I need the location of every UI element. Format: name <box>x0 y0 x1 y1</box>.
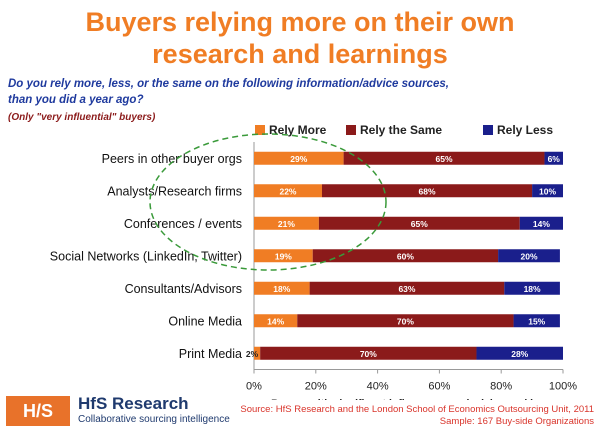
source-note: Source: HfS Research and the London Scho… <box>240 404 594 428</box>
survey-question-line2: than you did a year ago? <box>8 94 144 106</box>
category-label: Print Media <box>179 347 242 361</box>
category-label: Social Networks (LinkedIn, Twitter) <box>50 249 242 263</box>
x-tick-label: 80% <box>490 381 512 393</box>
bar-segment <box>519 216 563 230</box>
chart-title-line1: Buyers relying more on their own <box>85 7 515 37</box>
legend-label: Rely the Same <box>360 123 442 137</box>
bar-segment <box>544 151 563 165</box>
data-label: 60% <box>397 251 414 261</box>
data-label: 20% <box>521 251 538 261</box>
bar-segment <box>513 314 560 328</box>
bar-segment <box>260 346 477 360</box>
data-label: 65% <box>411 219 428 229</box>
category-label: Peers in other buyer orgs <box>102 152 242 166</box>
data-label: 10% <box>539 186 556 196</box>
data-label: 15% <box>528 316 545 326</box>
x-tick-label: 20% <box>305 381 327 393</box>
data-label: 2% <box>246 349 259 359</box>
category-label: Consultants/Advisors <box>125 282 242 296</box>
category-label: Conferences / events <box>124 217 242 231</box>
bar-segment <box>254 216 319 230</box>
legend-swatch <box>483 125 493 135</box>
category-label: Analysts/Research firms <box>107 184 242 198</box>
data-label: 28% <box>511 349 528 359</box>
data-label: 14% <box>533 219 550 229</box>
data-label: 70% <box>397 316 414 326</box>
data-label: 29% <box>290 154 307 164</box>
x-tick-label: 40% <box>367 381 389 393</box>
bar-segment <box>254 346 261 360</box>
x-axis-label: Buyers with significant influence over d… <box>271 398 546 401</box>
bar-segment <box>254 249 313 263</box>
data-label: 18% <box>273 284 290 294</box>
legend-swatch <box>346 125 356 135</box>
legend-label: Rely Less <box>497 123 553 137</box>
bar-segment <box>318 216 520 230</box>
data-label: 70% <box>360 349 377 359</box>
survey-question: Do you rely more, less, or the same on t… <box>8 76 488 108</box>
x-tick-label: 60% <box>428 381 450 393</box>
sample-line: Sample: 167 Buy-side Organizations <box>439 416 594 427</box>
bar-segment <box>343 151 545 165</box>
source-line: Source: HfS Research and the London Scho… <box>240 404 594 415</box>
chart-title-line2: research and learnings <box>152 39 448 69</box>
brand-name: HfS Research <box>78 394 189 413</box>
bar-segment <box>321 184 533 198</box>
data-label: 22% <box>279 186 296 196</box>
bar-segment <box>476 346 563 360</box>
bar-segment <box>498 249 560 263</box>
sample-note: (Only "very influential" buyers) <box>8 112 156 123</box>
bar-segment <box>312 249 499 263</box>
brand-tagline: Collaborative sourcing intelligence <box>78 414 230 425</box>
data-label: 14% <box>267 316 284 326</box>
bar-segment <box>254 281 310 295</box>
bar-segment <box>254 151 344 165</box>
legend-swatch <box>255 125 265 135</box>
data-label: 65% <box>436 154 453 164</box>
x-tick-label: 100% <box>549 381 577 393</box>
data-label: 6% <box>548 154 561 164</box>
x-tick-label: 0% <box>246 381 262 393</box>
bar-segment <box>532 184 563 198</box>
bar-segment <box>254 314 298 328</box>
survey-question-line1: Do you rely more, less, or the same on t… <box>8 78 449 90</box>
data-label: 19% <box>275 251 292 261</box>
bar-segment <box>309 281 505 295</box>
legend-label: Rely More <box>269 123 327 137</box>
bar-segment <box>254 184 322 198</box>
hfs-logo: H/S <box>6 396 70 426</box>
data-label: 21% <box>278 219 295 229</box>
bar-segment <box>297 314 514 328</box>
data-label: 68% <box>419 186 436 196</box>
data-label: 18% <box>524 284 541 294</box>
highlight-ellipse <box>149 133 387 271</box>
stacked-bar-chart: Rely More Rely the Same Rely Less 0% 20% 40% 6… <box>50 123 577 401</box>
bar-segment <box>504 281 560 295</box>
data-label: 63% <box>398 284 415 294</box>
category-label: Online Media <box>168 314 242 328</box>
